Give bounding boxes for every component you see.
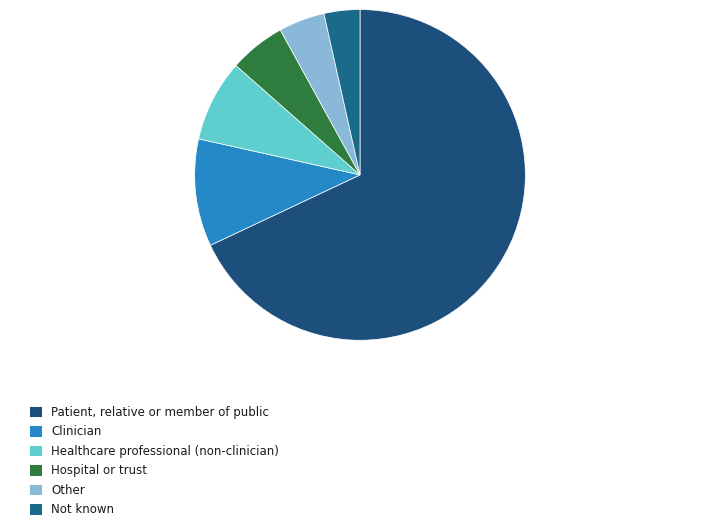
Wedge shape <box>194 139 360 245</box>
Wedge shape <box>199 66 360 175</box>
Legend: Patient, relative or member of public, Clinician, Healthcare professional (non-c: Patient, relative or member of public, C… <box>27 404 282 519</box>
Wedge shape <box>210 10 526 340</box>
Wedge shape <box>236 30 360 175</box>
Wedge shape <box>324 10 360 175</box>
Wedge shape <box>280 14 360 175</box>
